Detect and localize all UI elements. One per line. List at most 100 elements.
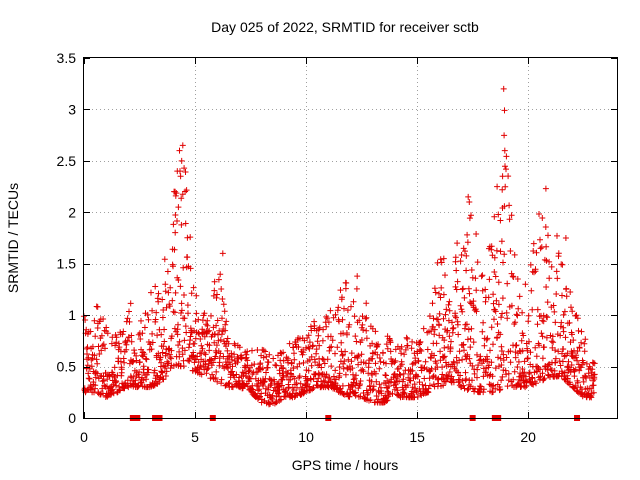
data-point — [342, 348, 349, 355]
data-point — [549, 333, 556, 340]
data-point — [335, 304, 342, 311]
data-point — [453, 286, 460, 293]
data-point — [149, 307, 156, 314]
data-point — [316, 361, 323, 368]
data-point — [312, 359, 319, 366]
data-point — [221, 308, 228, 315]
data-point — [387, 339, 394, 346]
data-point — [495, 211, 502, 218]
data-point — [324, 356, 331, 363]
data-point — [369, 325, 376, 332]
data-point — [424, 346, 431, 353]
data-point — [433, 340, 440, 347]
data-point — [440, 382, 447, 389]
data-point — [524, 347, 531, 354]
data-point — [181, 337, 188, 344]
data-point — [532, 344, 539, 351]
data-point — [149, 339, 156, 346]
data-point — [449, 325, 456, 332]
data-point — [175, 277, 182, 283]
data-point — [160, 307, 167, 313]
data-point — [162, 373, 169, 379]
data-point — [91, 317, 98, 324]
data-point — [229, 383, 236, 390]
data-point — [345, 356, 352, 363]
data-point — [172, 289, 179, 296]
data-point — [138, 317, 144, 324]
data-point — [218, 376, 225, 383]
data-point — [179, 142, 186, 149]
data-point — [155, 350, 162, 357]
data-point — [541, 375, 548, 382]
data-point — [152, 316, 159, 323]
data-point — [352, 333, 359, 340]
data-point — [358, 351, 365, 358]
data-point — [201, 310, 208, 317]
data-point — [464, 386, 471, 393]
data-point — [184, 254, 191, 261]
data-point — [538, 330, 545, 337]
data-point — [376, 365, 383, 372]
data-point — [387, 348, 394, 355]
data-point — [255, 394, 262, 401]
data-point — [591, 360, 598, 367]
data-point — [351, 313, 358, 320]
data-point — [469, 377, 475, 384]
y-tick-label: 3.5 — [57, 50, 77, 66]
data-point — [286, 340, 293, 347]
data-point — [501, 132, 508, 139]
data-point — [244, 348, 251, 355]
data-point — [457, 372, 464, 379]
data-point — [357, 378, 364, 384]
data-point — [498, 348, 505, 354]
data-point — [402, 346, 409, 353]
data-point — [561, 369, 568, 376]
data-point — [442, 311, 449, 318]
data-point — [590, 389, 597, 396]
data-point — [208, 362, 215, 369]
data-point — [588, 394, 595, 401]
data-point — [530, 240, 537, 247]
data-point — [508, 302, 515, 309]
data-point — [332, 311, 339, 318]
data-point — [300, 349, 307, 356]
data-point — [526, 338, 532, 345]
data-point — [551, 308, 558, 315]
data-point — [290, 387, 297, 393]
data-point — [519, 309, 526, 316]
data-point — [480, 389, 487, 396]
data-point — [483, 369, 490, 376]
data-point — [563, 293, 570, 300]
data-point — [512, 319, 519, 326]
data-point — [161, 338, 168, 345]
data-point — [136, 359, 143, 365]
data-point — [510, 376, 517, 383]
data-point — [539, 355, 546, 362]
data-point — [218, 331, 225, 338]
data-point — [484, 335, 491, 342]
data-point — [306, 345, 313, 352]
data-point — [239, 377, 246, 384]
data-point — [341, 305, 347, 312]
data-point — [175, 342, 182, 349]
data-point — [224, 335, 231, 342]
data-point — [322, 373, 329, 380]
data-point — [534, 321, 541, 328]
data-point — [357, 393, 364, 400]
data-point — [225, 340, 232, 347]
data-point — [528, 287, 535, 294]
data-point — [124, 337, 131, 344]
data-point — [495, 354, 501, 361]
data-point — [176, 147, 183, 154]
data-point — [501, 147, 508, 154]
data-point — [342, 285, 349, 292]
data-point — [218, 286, 225, 292]
data-point — [503, 354, 510, 361]
data-point — [236, 344, 243, 351]
data-point — [403, 334, 410, 341]
data-point — [191, 340, 198, 347]
data-point — [576, 344, 583, 351]
data-point — [480, 373, 487, 380]
data-point — [501, 107, 508, 114]
data-point — [336, 318, 342, 325]
